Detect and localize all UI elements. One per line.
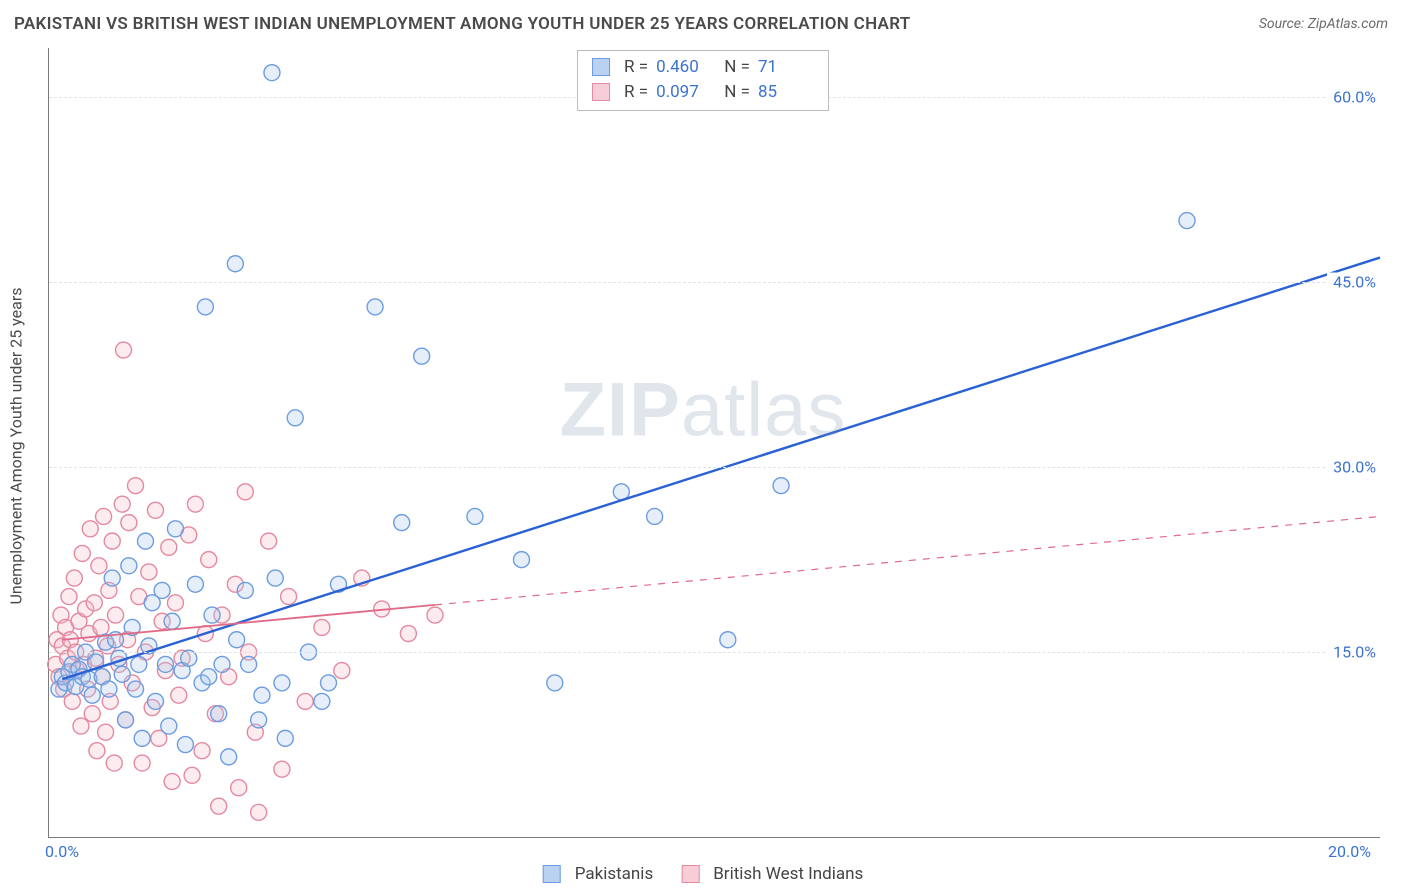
chart-svg [49,48,1380,837]
stat-n-value-1: 85 [758,80,814,105]
stat-n-label: N = [720,55,750,80]
swatch-series-1-bottom [681,865,699,883]
plot-area: 15.0%30.0%45.0%60.0%0.0%20.0% [48,48,1380,838]
legend-item-0: Pakistanis [543,864,654,884]
swatch-series-1 [592,83,610,101]
y-tick-label: 60.0% [1327,88,1382,107]
y-tick-label: 45.0% [1327,273,1382,292]
stat-n-value-0: 71 [758,55,814,80]
stats-legend: R = 0.460 N = 71 R = 0.097 N = 85 [577,50,829,111]
stat-r-value-0: 0.460 [656,55,712,80]
legend-label-0: Pakistanis [575,864,654,884]
y-tick-label: 15.0% [1327,643,1382,662]
stat-r-value-1: 0.097 [656,80,712,105]
stat-n-label: N = [720,80,750,105]
chart-title: PAKISTANI VS BRITISH WEST INDIAN UNEMPLO… [14,14,911,34]
x-tick-label: 0.0% [45,842,79,861]
stat-r-label: R = [624,55,648,80]
stats-legend-row: R = 0.097 N = 85 [592,80,814,105]
y-tick-label: 30.0% [1327,458,1382,477]
stat-r-label: R = [624,80,648,105]
stats-legend-row: R = 0.460 N = 71 [592,55,814,80]
swatch-series-0-bottom [543,865,561,883]
legend-label-1: British West Indians [713,864,863,884]
x-tick-label: 20.0% [1328,842,1371,861]
source-label: Source: ZipAtlas.com [1259,16,1388,32]
y-axis-label: Unemployment Among Youth under 25 years [7,287,26,604]
swatch-series-0 [592,58,610,76]
series-legend: Pakistanis British West Indians [543,864,864,884]
legend-item-1: British West Indians [681,864,863,884]
